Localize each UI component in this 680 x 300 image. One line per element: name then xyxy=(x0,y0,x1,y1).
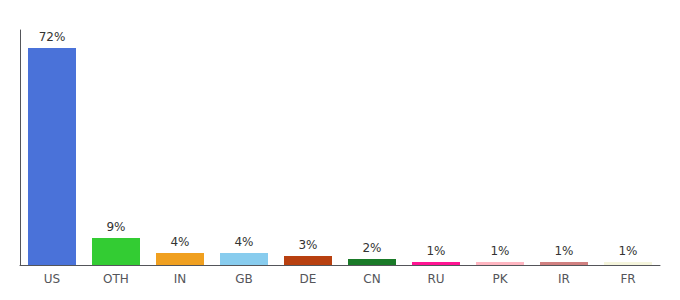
svg-text:1%: 1% xyxy=(426,244,445,258)
svg-text:4%: 4% xyxy=(170,235,189,249)
svg-text:3%: 3% xyxy=(298,238,317,252)
svg-text:1%: 1% xyxy=(554,244,573,258)
svg-text:FR: FR xyxy=(620,272,635,286)
svg-text:OTH: OTH xyxy=(103,272,129,286)
svg-text:9%: 9% xyxy=(106,220,125,234)
svg-text:IN: IN xyxy=(174,272,187,286)
svg-text:PK: PK xyxy=(492,272,508,286)
svg-text:CN: CN xyxy=(363,272,380,286)
svg-text:US: US xyxy=(44,272,60,286)
svg-text:DE: DE xyxy=(300,272,317,286)
svg-text:GB: GB xyxy=(235,272,253,286)
svg-text:2%: 2% xyxy=(362,241,381,255)
svg-text:1%: 1% xyxy=(618,244,637,258)
svg-text:72%: 72% xyxy=(39,30,66,44)
svg-text:RU: RU xyxy=(427,272,444,286)
svg-text:4%: 4% xyxy=(234,235,253,249)
svg-text:1%: 1% xyxy=(490,244,509,258)
svg-text:IR: IR xyxy=(558,272,570,286)
